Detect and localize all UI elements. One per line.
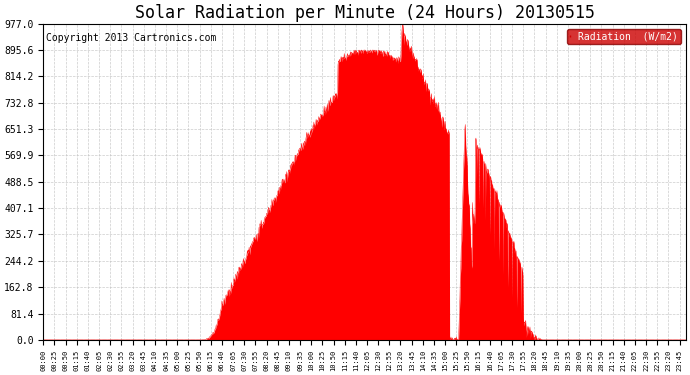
Title: Solar Radiation per Minute (24 Hours) 20130515: Solar Radiation per Minute (24 Hours) 20…	[135, 4, 595, 22]
Text: Copyright 2013 Cartronics.com: Copyright 2013 Cartronics.com	[46, 33, 217, 43]
Legend: Radiation  (W/m2): Radiation (W/m2)	[567, 28, 681, 44]
